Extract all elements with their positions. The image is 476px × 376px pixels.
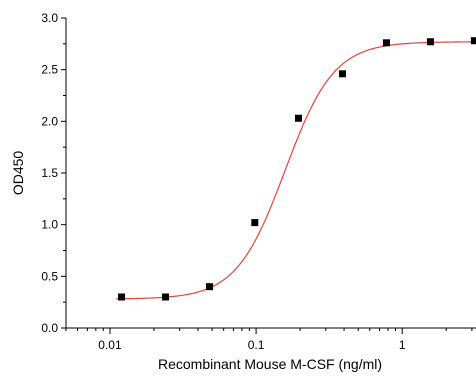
y-tick-label: 3.0 bbox=[41, 11, 58, 25]
data-point bbox=[118, 293, 126, 301]
y-tick-label: 0.5 bbox=[41, 269, 58, 283]
x-ticks: 0.01 0.1 1 bbox=[65, 328, 473, 352]
x-tick-label: 0.1 bbox=[248, 338, 265, 352]
x-axis-title: Recombinant Mouse M-CSF (ng/ml) bbox=[158, 356, 382, 372]
data-point bbox=[338, 70, 346, 78]
y-tick-label: 2.0 bbox=[41, 114, 58, 128]
y-tick-label: 1.5 bbox=[41, 166, 58, 180]
data-point bbox=[470, 37, 476, 45]
y-tick-label: 1.0 bbox=[41, 218, 58, 232]
data-point bbox=[294, 114, 302, 122]
axes bbox=[65, 18, 476, 329]
y-axis-title: OD450 bbox=[10, 151, 26, 196]
y-tick-label: 2.5 bbox=[41, 63, 58, 77]
fit-curve bbox=[116, 41, 476, 300]
x-tick-label: 0.01 bbox=[98, 338, 122, 352]
y-ticks: 0.0 0.5 1.0 1.5 2.0 2.5 3.0 bbox=[41, 11, 66, 335]
data-point bbox=[251, 219, 259, 227]
data-point bbox=[426, 38, 434, 46]
x-tick-label: 1 bbox=[399, 338, 406, 352]
data-point bbox=[162, 293, 170, 301]
y-tick-label: 0.0 bbox=[41, 321, 58, 335]
data-point bbox=[206, 283, 214, 291]
data-point bbox=[382, 39, 390, 47]
data-points bbox=[118, 37, 476, 301]
